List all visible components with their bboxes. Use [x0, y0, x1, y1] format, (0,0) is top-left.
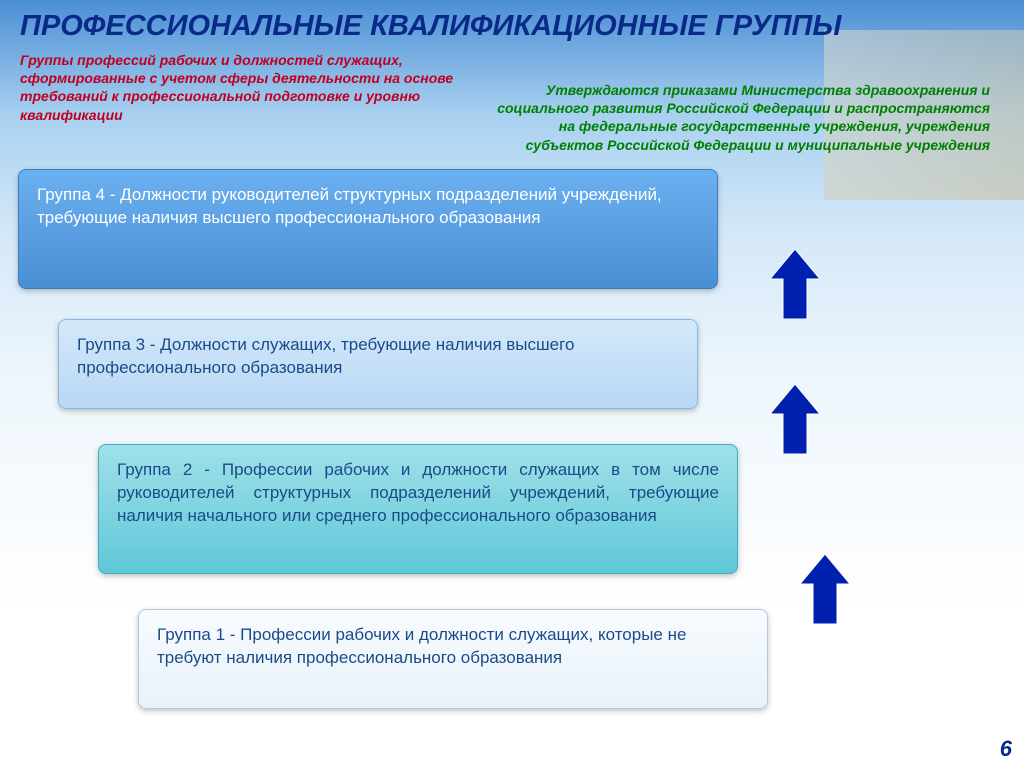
boxes-area: Группа 4 - Должности руководителей струк…	[0, 169, 1024, 709]
subtitle-left: Группы профессий рабочих и должностей сл…	[20, 51, 460, 154]
subtitle-right: Утверждаются приказами Министерства здра…	[460, 51, 990, 154]
page-title: ПРОФЕССИОНАЛЬНЫЕ КВАЛИФИКАЦИОННЫЕ ГРУППЫ	[0, 0, 1024, 51]
group-3-box: Группа 3 - Должности служащих, требующие…	[58, 319, 698, 409]
subtitles-row: Группы профессий рабочих и должностей сл…	[0, 51, 1024, 154]
arrow-up-icon	[770, 384, 820, 454]
group-1-box: Группа 1 - Профессии рабочих и должности…	[138, 609, 768, 709]
page-number: 6	[1000, 736, 1012, 762]
group-2-box: Группа 2 - Профессии рабочих и должности…	[98, 444, 738, 574]
group-4-box: Группа 4 - Должности руководителей струк…	[18, 169, 718, 289]
arrow-up-icon	[800, 554, 850, 624]
arrow-up-icon	[770, 249, 820, 319]
